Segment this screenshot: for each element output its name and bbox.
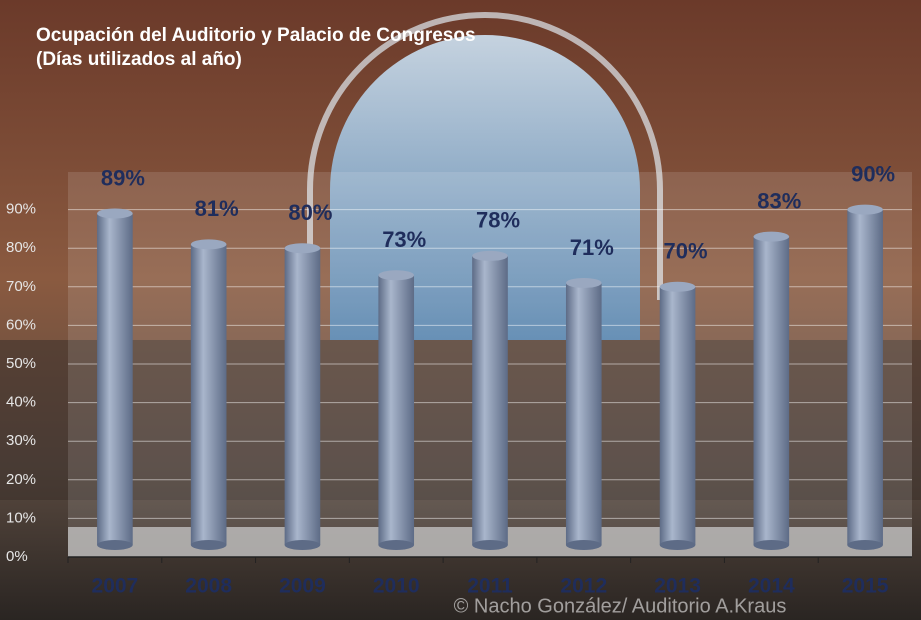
- value-label: 78%: [476, 208, 520, 233]
- bar-base: [97, 540, 133, 550]
- value-label: 71%: [570, 235, 614, 260]
- bar: [378, 275, 415, 545]
- bar-cap: [284, 243, 321, 254]
- value-label: 89%: [101, 165, 145, 190]
- bar-base: [378, 540, 415, 550]
- window: [330, 35, 640, 340]
- bar-cap: [565, 277, 602, 288]
- y-tick-label: 90%: [6, 201, 36, 218]
- bar-cap: [659, 281, 696, 292]
- y-tick-label: 0%: [6, 548, 28, 565]
- value-label: 80%: [288, 200, 332, 225]
- bar-cap: [190, 239, 227, 250]
- bar-base: [565, 540, 602, 550]
- y-tick-label: 40%: [6, 394, 36, 411]
- credit: © Nacho González/ Auditorio A.Kraus: [454, 595, 787, 617]
- value-label: 73%: [382, 227, 426, 252]
- x-tick-label: 2007: [92, 575, 139, 598]
- bar: [190, 244, 227, 545]
- x-tick-label: 2009: [279, 575, 326, 598]
- bar-base: [659, 540, 696, 550]
- value-label: 90%: [851, 161, 895, 186]
- chart-subtitle: (Días utilizados al año): [36, 49, 242, 70]
- x-tick-label: 2012: [560, 575, 607, 598]
- bar-cap: [472, 250, 508, 261]
- bar-base: [472, 540, 508, 550]
- value-label: 81%: [195, 196, 239, 221]
- bar: [565, 282, 602, 545]
- x-tick-label: 2013: [654, 575, 701, 598]
- x-tick-label: 2011: [467, 575, 513, 598]
- bar: [847, 209, 883, 545]
- bar-base: [284, 540, 321, 550]
- x-tick-label: 2014: [748, 575, 795, 598]
- bar: [659, 286, 696, 545]
- bar-cap: [847, 204, 883, 215]
- arch: [307, 12, 663, 300]
- x-tick-label: 2008: [185, 575, 232, 598]
- y-tick-label: 80%: [6, 239, 36, 256]
- y-tick-label: 60%: [6, 316, 36, 333]
- x-tick-label: 2015: [842, 575, 889, 598]
- y-tick-label: 50%: [6, 355, 36, 372]
- bar: [284, 248, 321, 545]
- y-tick-label: 30%: [6, 432, 36, 449]
- value-label: 83%: [757, 188, 801, 213]
- y-tick-label: 10%: [6, 509, 36, 526]
- x-tick-label: 2010: [373, 575, 420, 598]
- bar-base: [753, 540, 790, 550]
- bar-base: [847, 540, 883, 550]
- bar-cap: [753, 231, 790, 242]
- bar-base: [190, 540, 227, 550]
- bar-cap: [378, 270, 415, 281]
- bar-cap: [97, 208, 133, 219]
- bar: [753, 236, 790, 545]
- bar: [97, 213, 133, 545]
- y-tick-label: 20%: [6, 471, 36, 488]
- chart-title: Ocupación del Auditorio y Palacio de Con…: [36, 25, 476, 46]
- value-label: 70%: [664, 239, 708, 264]
- y-tick-label: 70%: [6, 278, 36, 295]
- bar: [472, 255, 508, 546]
